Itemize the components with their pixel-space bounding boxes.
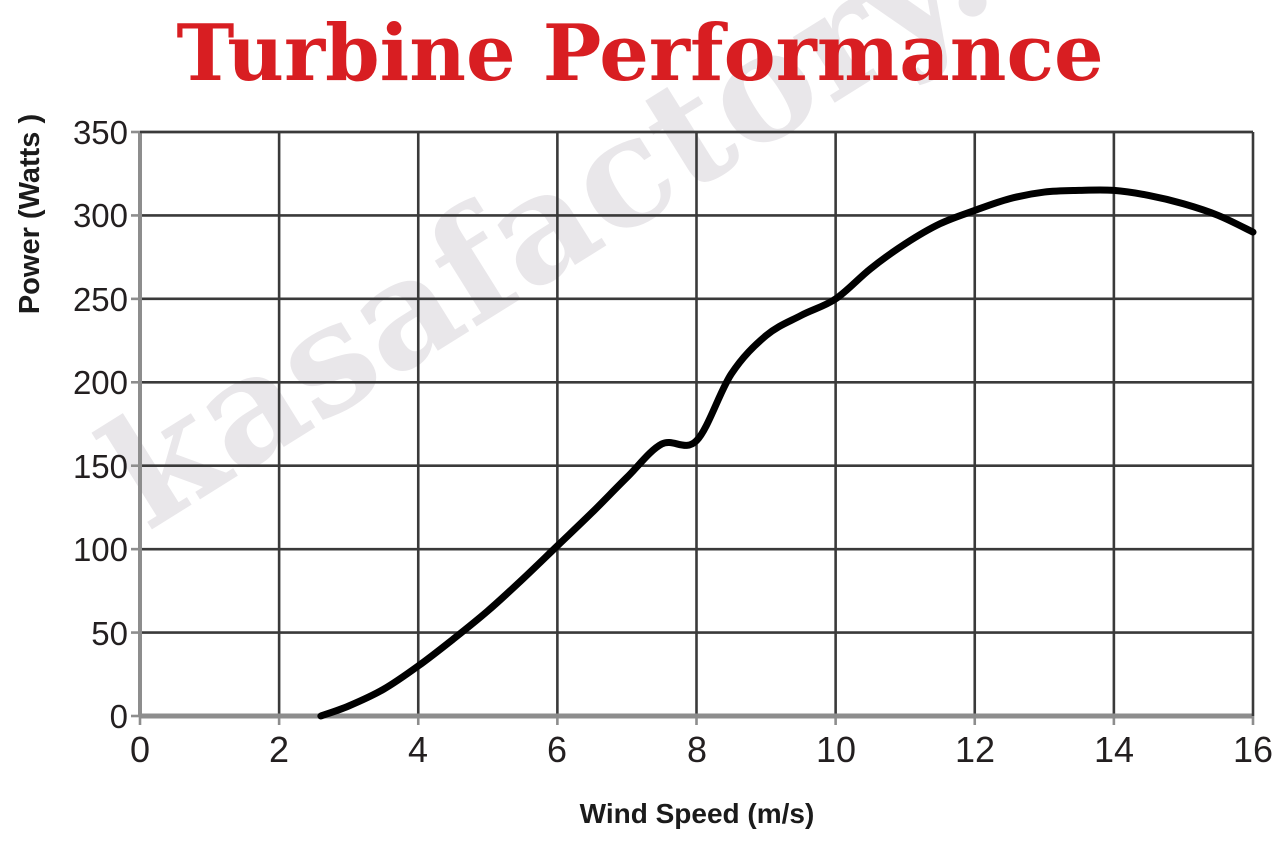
y-tick-label: 100 (72, 531, 128, 568)
y-tick-label: 0 (109, 698, 128, 735)
page-title: Turbine Performance (176, 8, 1104, 99)
y-tick-label: 50 (91, 615, 128, 652)
x-tick-label: 6 (546, 729, 568, 770)
x-tick-label: 0 (129, 729, 151, 770)
y-tick-label: 250 (72, 281, 128, 318)
x-tick-label: 4 (407, 729, 429, 770)
y-tick-label: 150 (72, 448, 128, 485)
x-tick-label: 12 (954, 729, 996, 770)
vertical-gridlines (277, 132, 1116, 716)
x-axis-title: Wind Speed (m/s) (579, 798, 815, 829)
y-tick-label: 300 (72, 197, 128, 234)
y-tick-label: 200 (72, 364, 128, 401)
axis-tick-marks (131, 130, 1255, 725)
x-tick-label: 14 (1093, 729, 1135, 770)
y-tick-label: 350 (72, 114, 128, 151)
x-tick-label: 16 (1232, 729, 1274, 770)
x-tick-label: 8 (686, 729, 708, 770)
x-tick-label: 10 (815, 729, 857, 770)
x-tick-label: 2 (268, 729, 290, 770)
power-curve (317, 186, 1257, 720)
